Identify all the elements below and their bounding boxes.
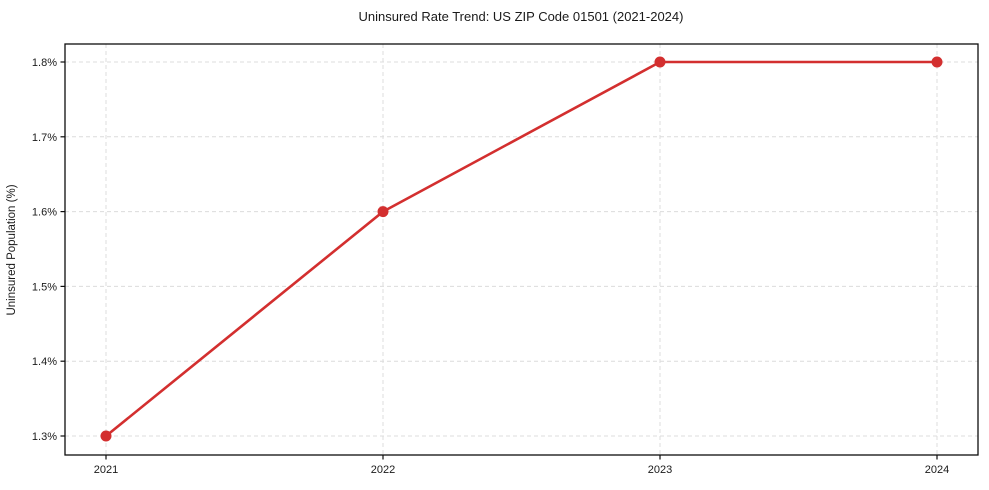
gridlines [65, 44, 978, 455]
x-tick-label: 2024 [925, 464, 949, 476]
data-point-marker [931, 56, 943, 68]
y-tick-label: 1.8% [32, 57, 57, 69]
y-axis-label: Uninsured Population (%) [6, 184, 18, 315]
trend-line-series [104, 60, 939, 438]
x-tick-label: 2021 [94, 464, 118, 476]
y-tick-label: 1.4% [32, 356, 57, 368]
x-tick-label: 2023 [648, 464, 672, 476]
axis-ticks [60, 61, 938, 460]
data-point-marker [377, 206, 389, 218]
plot-area-border [64, 43, 979, 456]
y-tick-label: 1.7% [32, 132, 57, 144]
chart-title: Uninsured Rate Trend: US ZIP Code 01501 … [359, 9, 684, 24]
y-tick-label: 1.6% [32, 207, 57, 219]
trend-line [104, 60, 939, 438]
data-point-markers [100, 56, 943, 442]
axis-tick-labels: 2021 2022 2023 2024 1.3% 1.4% 1.5% 1.6% 1.7% 1.8% [32, 57, 949, 476]
y-tick-label: 1.5% [32, 281, 57, 293]
data-point-marker [654, 56, 666, 68]
x-tick-label: 2022 [371, 464, 395, 476]
y-tick-label: 1.3% [32, 431, 57, 443]
data-point-marker [100, 430, 112, 442]
